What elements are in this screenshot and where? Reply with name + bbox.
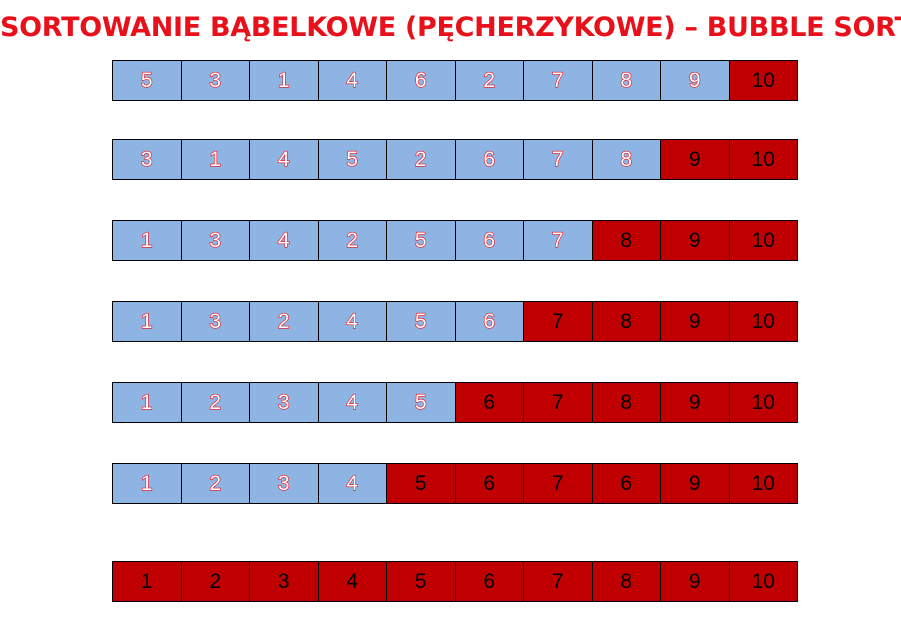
unsorted-cell: 3: [180, 60, 250, 101]
unsorted-cell: 3: [112, 139, 182, 180]
unsorted-cell: 4: [317, 60, 387, 101]
sorted-cell: 10: [728, 60, 798, 101]
unsorted-cell: 2: [317, 220, 387, 261]
unsorted-cell: 4: [317, 382, 387, 423]
unsorted-cell: 7: [523, 60, 593, 101]
array-row-6: 1 2 3 4 5 6 7 6 9 10: [112, 463, 798, 504]
sorted-cell: 9: [660, 139, 730, 180]
array-row-7: 1 2 3 4 5 6 7 8 9 10: [112, 561, 798, 602]
sorted-cell: 10: [728, 301, 798, 342]
sorted-cell: 10: [728, 220, 798, 261]
unsorted-cell: 2: [249, 301, 319, 342]
unsorted-cell: 1: [112, 220, 182, 261]
unsorted-cell: 6: [386, 60, 456, 101]
unsorted-cell: 3: [180, 301, 250, 342]
sorted-cell: 6: [454, 561, 524, 602]
unsorted-cell: 2: [386, 139, 456, 180]
sorted-cell: 9: [660, 561, 730, 602]
array-row-1: 5 3 1 4 6 2 7 8 9 10: [112, 60, 798, 101]
unsorted-cell: 2: [180, 382, 250, 423]
sorted-cell: 10: [728, 139, 798, 180]
array-row-4: 1 3 2 4 5 6 7 8 9 10: [112, 301, 798, 342]
unsorted-cell: 5: [386, 220, 456, 261]
unsorted-cell: 9: [660, 60, 730, 101]
sorted-cell: 7: [523, 382, 593, 423]
sorted-cell: 3: [249, 561, 319, 602]
unsorted-cell: 5: [112, 60, 182, 101]
unsorted-cell: 8: [591, 139, 661, 180]
unsorted-cell: 3: [249, 463, 319, 504]
unsorted-cell: 3: [180, 220, 250, 261]
unsorted-cell: 4: [317, 301, 387, 342]
unsorted-cell: 2: [454, 60, 524, 101]
sorted-cell: 6: [591, 463, 661, 504]
unsorted-cell: 4: [249, 139, 319, 180]
unsorted-cell: 5: [317, 139, 387, 180]
array-row-2: 3 1 4 5 2 6 7 8 9 10: [112, 139, 798, 180]
unsorted-cell: 5: [386, 382, 456, 423]
sorted-cell: 10: [728, 463, 798, 504]
sorted-cell: 9: [660, 382, 730, 423]
unsorted-cell: 4: [317, 463, 387, 504]
sorted-cell: 9: [660, 463, 730, 504]
sorted-cell: 8: [591, 301, 661, 342]
sorted-cell: 4: [317, 561, 387, 602]
unsorted-cell: 3: [249, 382, 319, 423]
unsorted-cell: 1: [112, 382, 182, 423]
unsorted-cell: 5: [386, 301, 456, 342]
sorted-cell: 8: [591, 382, 661, 423]
unsorted-cell: 6: [454, 220, 524, 261]
sorted-cell: 7: [523, 561, 593, 602]
unsorted-cell: 4: [249, 220, 319, 261]
unsorted-cell: 2: [180, 463, 250, 504]
sorted-cell: 8: [591, 220, 661, 261]
unsorted-cell: 1: [112, 301, 182, 342]
sorted-cell: 7: [523, 301, 593, 342]
sorted-cell: 5: [386, 561, 456, 602]
sorted-cell: 6: [454, 382, 524, 423]
unsorted-cell: 8: [591, 60, 661, 101]
unsorted-cell: 1: [249, 60, 319, 101]
sorted-cell: 6: [454, 463, 524, 504]
sorted-cell: 2: [180, 561, 250, 602]
sorted-cell: 9: [660, 220, 730, 261]
unsorted-cell: 6: [454, 301, 524, 342]
array-row-3: 1 3 4 2 5 6 7 8 9 10: [112, 220, 798, 261]
unsorted-cell: 7: [523, 139, 593, 180]
sorted-cell: 5: [386, 463, 456, 504]
page-title: SORTOWANIE BĄBELKOWE (PĘCHERZYKOWE) – BU…: [0, 12, 901, 43]
sorted-cell: 8: [591, 561, 661, 602]
unsorted-cell: 1: [112, 463, 182, 504]
sorted-cell: 7: [523, 463, 593, 504]
array-row-5: 1 2 3 4 5 6 7 8 9 10: [112, 382, 798, 423]
sorted-cell: 10: [728, 382, 798, 423]
unsorted-cell: 6: [454, 139, 524, 180]
sorted-cell: 1: [112, 561, 182, 602]
sorted-cell: 10: [728, 561, 798, 602]
unsorted-cell: 1: [180, 139, 250, 180]
unsorted-cell: 7: [523, 220, 593, 261]
sorted-cell: 9: [660, 301, 730, 342]
